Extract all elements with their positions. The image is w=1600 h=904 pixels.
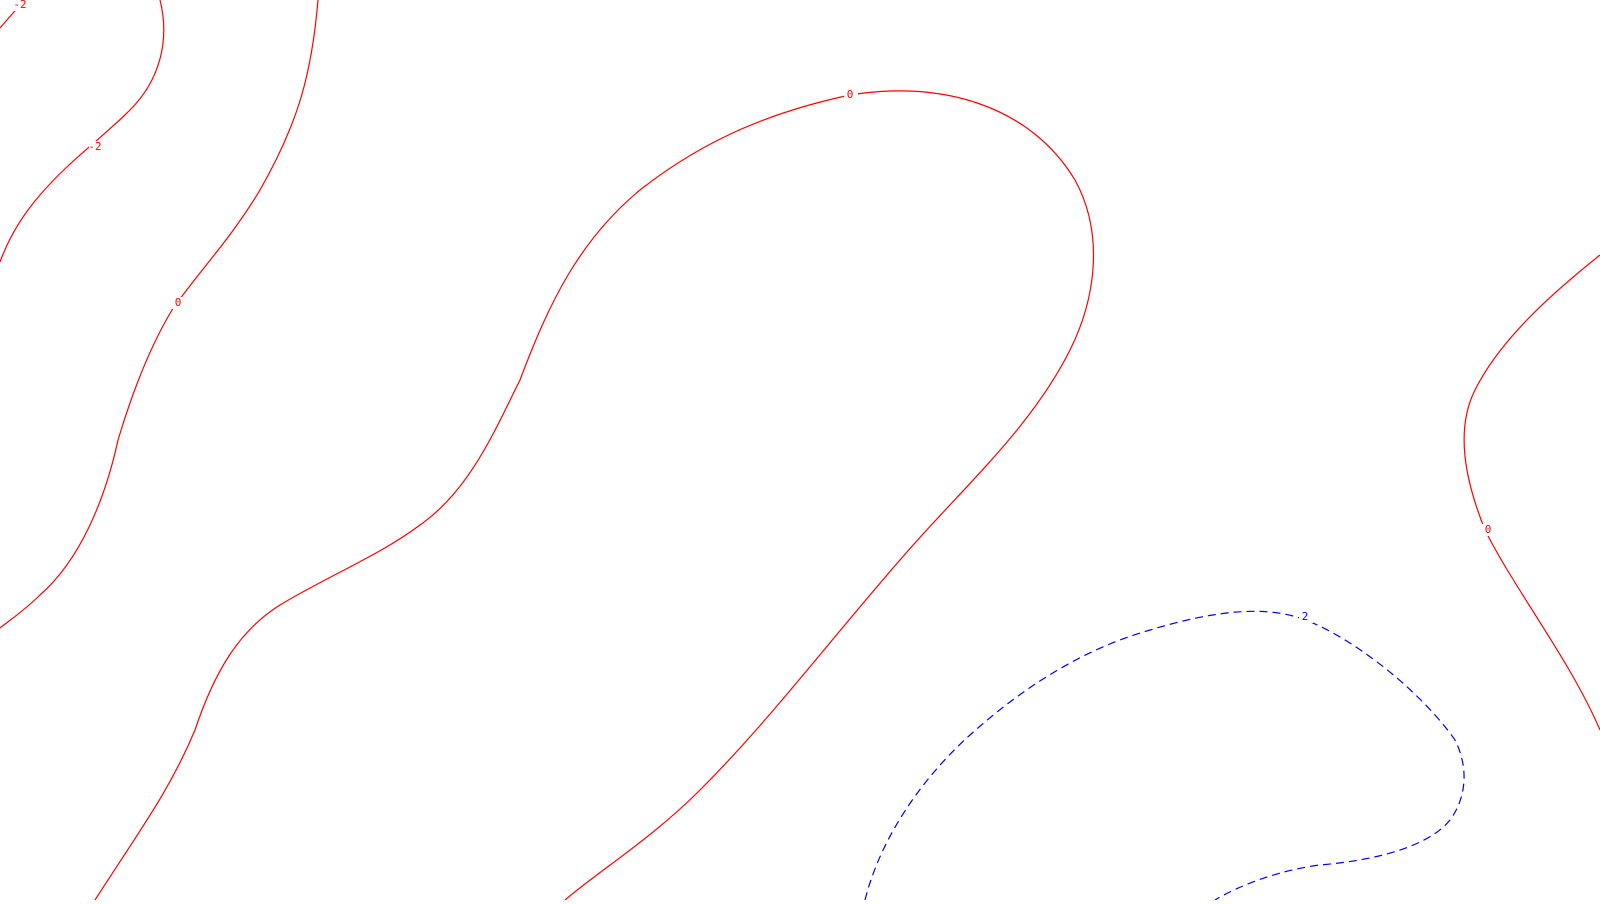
contour-label: -2: [13, 0, 26, 11]
contour-label-background: [844, 89, 858, 101]
contour-line-2: [864, 610, 1465, 901]
contour-label-background: [89, 141, 103, 153]
contour-label: 0: [1485, 523, 1492, 536]
contour-label: 0: [847, 88, 854, 101]
contour-label-background: [1482, 524, 1496, 536]
contour-label: 0: [175, 296, 182, 309]
contour-label-background: [172, 297, 186, 309]
contour-line-neg2: [0, 0, 165, 263]
contour-line-0: [1463, 254, 1600, 731]
contour-label-background: [14, 0, 28, 11]
contour-label: 2: [1302, 610, 1309, 623]
contour-label-background: [1299, 611, 1313, 623]
contour-line-0: [0, 0, 319, 629]
contour-line-0: [94, 90, 1095, 901]
contour-label: -2: [88, 140, 101, 153]
